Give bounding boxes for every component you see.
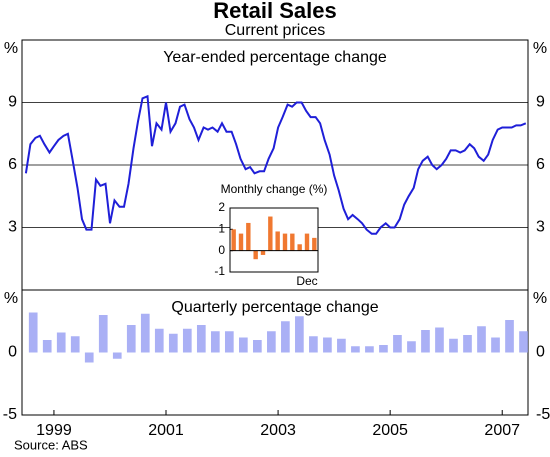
- y-tick-label-left: 9: [8, 94, 17, 111]
- x-tick-label: 2001: [148, 422, 184, 439]
- bar: [196, 325, 206, 353]
- inset-y-tick-label: 1: [218, 222, 225, 236]
- y-unit-left: %: [4, 40, 18, 57]
- bar: [154, 328, 164, 353]
- bar: [421, 330, 430, 353]
- bar: [323, 337, 332, 353]
- bar: [351, 346, 360, 353]
- bar: [28, 312, 38, 353]
- bar: [477, 326, 486, 353]
- y-tick-label-left: 0: [8, 344, 17, 361]
- inset-background: [229, 207, 319, 273]
- x-tick-label: 2005: [372, 422, 408, 439]
- inset-bar: [260, 250, 266, 255]
- chart-subtitle: Current prices: [225, 22, 325, 39]
- y-unit-left: %: [4, 290, 18, 307]
- inset-x-label: Dec: [296, 274, 317, 288]
- y-tick-label-right: 0: [536, 344, 545, 361]
- y-unit-right: %: [533, 40, 547, 57]
- bar: [210, 331, 220, 353]
- panel-title: Quarterly percentage change: [171, 299, 378, 316]
- bar: [84, 352, 94, 363]
- inset-title: Monthly change (%): [221, 182, 328, 196]
- bar: [224, 331, 234, 353]
- bar: [379, 345, 388, 353]
- inset-bar: [290, 233, 295, 251]
- bar: [70, 336, 80, 353]
- y-tick-label-right: 3: [536, 219, 545, 236]
- bar: [238, 337, 248, 353]
- y-tick-label-left: 3: [8, 219, 17, 236]
- y-tick-label-right: 9: [536, 94, 545, 111]
- bar: [112, 352, 122, 359]
- inset-y-tick-label: 0: [218, 243, 225, 257]
- bar: [407, 341, 416, 353]
- bar: [463, 335, 472, 353]
- inset-bar: [312, 237, 317, 251]
- inset-bar: [253, 250, 258, 260]
- bar: [337, 338, 346, 353]
- bar: [182, 328, 192, 353]
- bar: [519, 331, 528, 353]
- inset-y-tick-label: 2: [218, 200, 225, 214]
- x-tick-label: 2007: [484, 422, 520, 439]
- bar: [309, 336, 318, 353]
- source: Source: ABS: [14, 437, 88, 452]
- x-tick-label: 2003: [260, 422, 296, 439]
- inset-bar: [275, 231, 280, 251]
- y-tick-label-left: -5: [3, 406, 17, 423]
- bar: [168, 333, 178, 353]
- y-tick-label-right: 6: [536, 156, 545, 173]
- inset-bar: [238, 233, 244, 251]
- bar: [253, 340, 262, 353]
- bar: [98, 315, 108, 353]
- inset-bar: [297, 244, 302, 251]
- bar: [435, 327, 444, 353]
- bar: [393, 335, 402, 353]
- inset-bar: [246, 222, 251, 251]
- bar: [505, 320, 514, 353]
- line: [24, 94, 527, 235]
- bar: [491, 337, 500, 353]
- inset-bar: [268, 216, 273, 251]
- bar: [295, 316, 304, 353]
- bar: [449, 338, 458, 353]
- y-tick-label-left: 6: [8, 156, 17, 173]
- inset-bar: [231, 229, 236, 251]
- inset-bar: [304, 233, 310, 251]
- bar: [42, 340, 52, 353]
- bar: [140, 313, 150, 353]
- bar: [56, 332, 66, 353]
- bar: [126, 325, 136, 353]
- bar: [365, 346, 374, 353]
- inset-y-tick-label: -1: [214, 264, 225, 278]
- panel-title: Year-ended percentage change: [163, 49, 387, 66]
- y-unit-right: %: [533, 290, 547, 307]
- y-tick-label-right: -5: [536, 406, 550, 423]
- inset-bar: [282, 233, 288, 251]
- chart-title: Retail Sales: [213, 0, 337, 23]
- bar: [281, 321, 290, 353]
- bar: [267, 331, 276, 353]
- x-tick-label: 1999: [36, 422, 72, 439]
